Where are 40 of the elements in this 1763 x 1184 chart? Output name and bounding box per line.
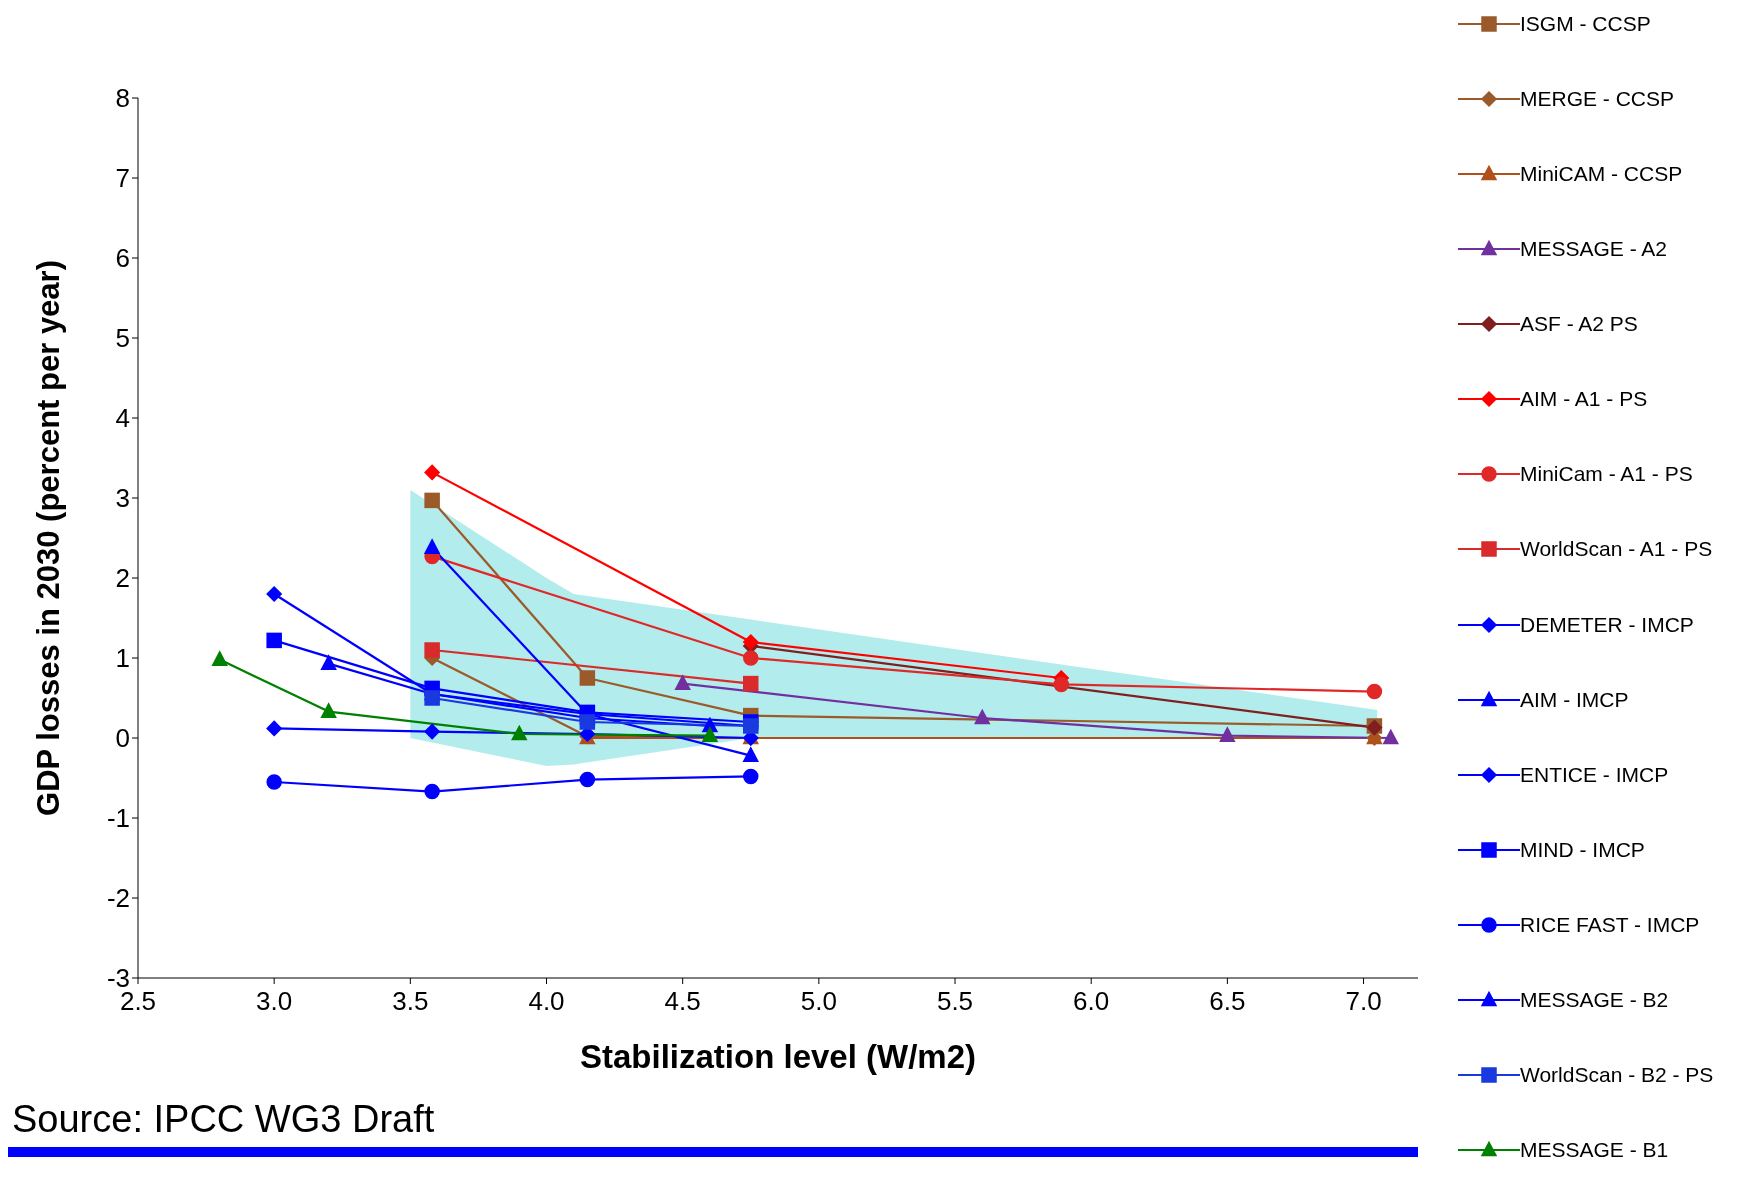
x-tick-label: 5.0	[800, 986, 837, 1017]
y-tick-label: 3	[115, 483, 130, 514]
y-tick-label: -1	[106, 803, 130, 834]
y-tick-label: 7	[115, 163, 130, 194]
x-tick-label: 5.5	[936, 986, 974, 1017]
x-tick-label: 3.0	[256, 986, 293, 1017]
y-tick-label: 1	[115, 643, 130, 674]
source-note: Source: IPCC WG3 Draft	[12, 1098, 436, 1141]
y-tick-label: 6	[115, 243, 130, 274]
legend-label: ENTICE - IMCP	[1520, 762, 1669, 787]
x-tick-label: 2.5	[119, 986, 157, 1017]
x-tick-label: 6.0	[1073, 986, 1110, 1017]
legend-label: AIM - IMCP	[1520, 687, 1629, 712]
x-tick-label: 4.5	[664, 986, 701, 1017]
y-tick-label: -2	[106, 883, 130, 914]
legend-label: WorldScan - B2 - PS	[1520, 1062, 1714, 1087]
x-tick-label: 4.0	[528, 986, 565, 1017]
legend-label: ASF - A2 PS	[1520, 312, 1638, 337]
legend-label: MERGE - CCSP	[1520, 87, 1675, 112]
legend-label: ISGM - CCSP	[1520, 12, 1651, 36]
legend-label: MESSAGE - B2	[1520, 987, 1669, 1012]
x-tick-label: 3.5	[392, 986, 429, 1017]
y-tick-label: 8	[115, 83, 130, 114]
legend-label: DEMETER - IMCP	[1520, 612, 1694, 637]
x-tick-label: 7.0	[1345, 986, 1382, 1017]
y-tick-label: 2	[115, 563, 130, 594]
y-tick-label: 5	[115, 323, 130, 354]
legend-label: RICE FAST - IMCP	[1520, 912, 1700, 937]
x-axis-title: Stabilization level (W/m2)	[579, 1038, 977, 1075]
legend-label: MESSAGE - A2	[1520, 237, 1668, 262]
legend-label: MiniCAM - CCSP	[1520, 162, 1683, 187]
legend-label: AIM - A1 - PS	[1520, 387, 1648, 412]
legend-label: WorldScan - A1 - PS	[1520, 537, 1713, 562]
x-tick-label: 6.5	[1209, 986, 1246, 1017]
y-tick-label: 4	[115, 403, 130, 434]
y-tick-label: 0	[115, 723, 130, 754]
legend-label: MiniCam - A1 - PS	[1520, 462, 1693, 487]
legend-label: MIND - IMCP	[1520, 837, 1645, 862]
y-axis-title: GDP losses in 2030 (percent per year)	[31, 260, 67, 816]
legend-label: MESSAGE - B1	[1520, 1137, 1669, 1162]
